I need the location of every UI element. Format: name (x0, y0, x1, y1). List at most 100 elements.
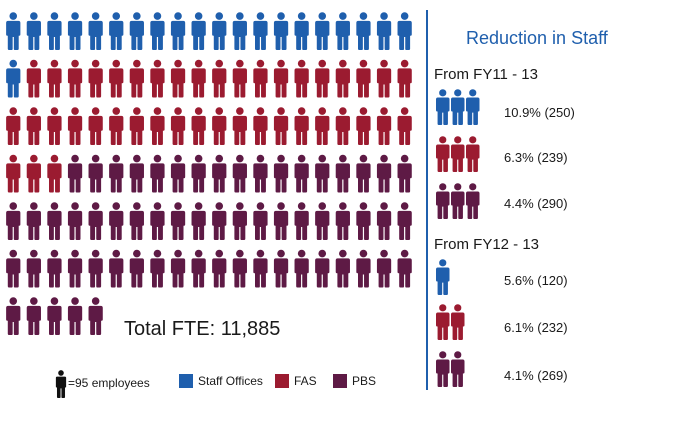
person-icon-fas (397, 107, 412, 145)
legend-item-pbs: PBS (333, 374, 376, 388)
person-icon-staff-offices (294, 12, 309, 50)
person-icon-pbs (6, 202, 21, 240)
person-icon-pbs (273, 249, 289, 288)
person-icon-fas (356, 59, 371, 98)
person-icon-pbs (191, 202, 206, 240)
person-icon-staff-offices (376, 12, 392, 50)
legend-item-staff-offices: Staff Offices (179, 374, 263, 388)
person-icon-staff-offices (47, 12, 62, 50)
person-icon-fas (129, 107, 144, 145)
person-icon-fas (376, 107, 392, 145)
person-icon-fas (191, 59, 206, 98)
legend-label-staff-offices: Staff Offices (198, 374, 263, 388)
person-icon-staff-offices (397, 12, 412, 50)
unit-label: =95 employees (68, 376, 150, 390)
person-icon-staff-offices (273, 12, 289, 50)
person-icon-pbs (294, 249, 309, 288)
person-icon-pbs (436, 351, 450, 387)
person-icon-staff-offices (150, 12, 165, 50)
person-icon-fas (6, 107, 21, 145)
reduction-label-fy11-13-fas: 6.3% (239) (504, 150, 568, 165)
period-label-fy11-13: From FY11 - 13 (434, 66, 538, 83)
person-icon-pbs (436, 183, 450, 219)
person-icon-pbs (315, 249, 330, 288)
person-icon-staff-offices (129, 12, 144, 50)
person-icon-fas (273, 59, 289, 98)
person-icon-pbs (273, 202, 289, 240)
person-icon-pbs (397, 202, 412, 240)
person-icon-pbs (253, 249, 268, 288)
person-unit-icon (55, 370, 67, 398)
person-icon-pbs (466, 183, 480, 219)
person-icon-fas (109, 107, 124, 145)
person-icon-fas (109, 59, 124, 98)
person-icon-pbs (356, 154, 371, 193)
person-icon-pbs (335, 202, 350, 240)
person-icon-fas (315, 107, 330, 145)
person-icon-pbs (109, 249, 124, 288)
person-icon-fas (335, 107, 350, 145)
person-icon-pbs (356, 202, 371, 240)
person-icon-staff-offices (232, 12, 247, 50)
person-icon-pbs (212, 249, 227, 288)
panel-title: Reduction in Staff (466, 28, 608, 48)
person-icon-staff-offices (191, 12, 206, 50)
person-icon-pbs (376, 202, 392, 240)
person-icon-fas (376, 59, 392, 98)
person-icon-pbs (26, 297, 41, 335)
person-icon-fas (47, 107, 62, 145)
person-icon-partial (466, 304, 472, 340)
person-icon-staff-offices (212, 12, 227, 50)
person-icon-pbs (129, 249, 144, 288)
legend-item-fas: FAS (275, 374, 317, 388)
reduction-icons-fy11-13-fas (436, 136, 480, 172)
person-icon-fas (150, 107, 165, 145)
person-icon-fas (315, 59, 330, 98)
person-icon-pbs (356, 249, 371, 288)
person-icon-pbs (26, 202, 41, 240)
reduction-label-fy11-13-pbs: 4.4% (290) (504, 196, 568, 211)
person-icon-pbs (88, 154, 103, 193)
person-icon-pbs (88, 297, 103, 335)
person-icon-staff-offices (253, 12, 268, 50)
person-icon-pbs (109, 154, 124, 193)
person-icon-staff-offices (6, 12, 21, 50)
reduction-icons-fy12-13-fas (436, 304, 472, 340)
reduction-icons-fy12-13-pbs (436, 351, 477, 387)
person-icon-fas (294, 107, 309, 145)
person-icon-pbs (170, 154, 186, 193)
person-icon-fas (232, 107, 247, 145)
person-icon-fas (253, 107, 268, 145)
person-icon-pbs (170, 202, 186, 240)
person-icon-pbs (451, 183, 465, 219)
person-icon-pbs (67, 154, 83, 193)
person-icon-fas (451, 304, 465, 340)
person-icon-pbs (47, 249, 62, 288)
reduction-label-fy12-13-staff-offices: 5.6% (120) (504, 273, 568, 288)
person-icon-fas (436, 136, 450, 172)
person-icon-pbs (335, 249, 350, 288)
person-icon-fas (451, 136, 465, 172)
person-icon-pbs (67, 297, 83, 335)
person-icon-staff-offices (315, 12, 330, 50)
person-icon-staff-offices (436, 89, 450, 125)
person-icon-pbs (315, 202, 330, 240)
person-icon-staff-offices (436, 259, 450, 295)
person-icon-fas (232, 59, 247, 98)
legend-swatch-fas (275, 374, 289, 388)
person-icon-fas (26, 107, 41, 145)
person-icon-pbs (376, 249, 392, 288)
person-icon-fas (397, 59, 412, 98)
person-icon-pbs (253, 202, 268, 240)
reduction-icons-fy11-13-pbs (436, 183, 480, 219)
person-icon-staff-offices (335, 12, 350, 50)
person-icon-pbs (67, 249, 83, 288)
person-icon-fas (356, 107, 371, 145)
person-icon-fas (212, 59, 227, 98)
reduction-icons-fy12-13-staff-offices (436, 259, 456, 295)
legend-label-pbs: PBS (352, 374, 377, 388)
person-icon-pbs (232, 249, 247, 288)
person-icon-fas (294, 59, 309, 98)
person-icon-fas (253, 59, 268, 98)
person-icon-pbs (376, 154, 392, 193)
